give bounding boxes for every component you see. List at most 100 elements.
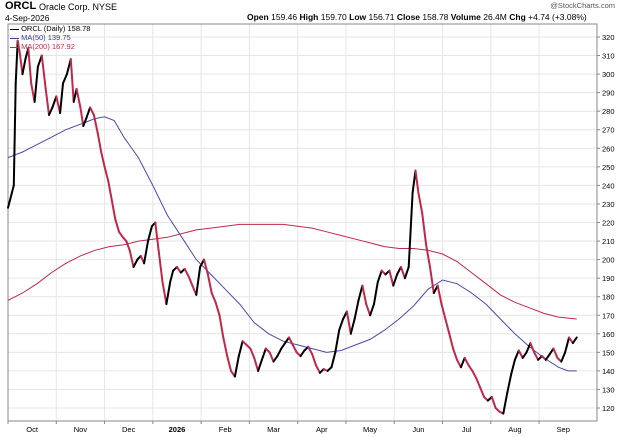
price-segment <box>299 349 306 358</box>
price-segment <box>280 342 287 350</box>
y-tick-label: 140 <box>602 367 615 376</box>
x-tick-label: May <box>363 425 377 434</box>
price-segment <box>33 65 39 103</box>
price-segment <box>128 249 135 268</box>
x-tick-label: 2026 <box>169 425 186 434</box>
price-segment <box>564 336 570 354</box>
price-segment <box>59 82 64 114</box>
price-segment <box>176 266 182 274</box>
legend-entry-price: ORCL (Daily) 158.78 <box>10 24 90 33</box>
stockcharts-watermark: @StockCharts.com <box>550 1 615 10</box>
price-segment <box>396 266 402 276</box>
y-tick-label: 120 <box>602 404 615 413</box>
legend-entry-ma50: MA(50) 139.75 <box>10 33 71 42</box>
legend-entry-ma200: MA(200) 167.92 <box>10 42 75 51</box>
price-segment <box>118 230 124 239</box>
x-tick-label: Aug <box>508 425 521 434</box>
y-tick-label: 230 <box>602 200 615 209</box>
high-label: High <box>299 12 319 22</box>
y-tick-label: 270 <box>602 126 615 135</box>
price-segment <box>132 258 139 268</box>
volume-value: 26.4M <box>483 12 507 22</box>
y-tick-label: 250 <box>602 163 615 172</box>
legend-label-price: ORCL (Daily) 158.78 <box>21 24 91 33</box>
price-segment <box>334 329 341 354</box>
price-segment <box>425 243 431 268</box>
ma50-series <box>7 116 577 372</box>
price-segment <box>571 336 578 345</box>
price-segment <box>44 87 50 116</box>
price-segment <box>79 106 85 127</box>
price-segment <box>183 267 190 278</box>
price-segment <box>529 342 536 354</box>
price-segment <box>448 332 455 350</box>
price-segment <box>521 351 528 359</box>
open-value: 159.46 <box>271 12 298 22</box>
price-segment <box>222 336 229 358</box>
price-segment <box>16 39 21 53</box>
price-segment <box>525 342 532 354</box>
price-segment <box>165 280 172 306</box>
price-segment <box>513 349 520 361</box>
price-segment <box>459 356 466 369</box>
y-tick-label: 260 <box>602 144 615 153</box>
price-segment <box>40 54 47 90</box>
price-segment <box>421 212 428 246</box>
company-name: Oracle Corp. <box>39 2 91 12</box>
price-segment <box>291 343 298 354</box>
price-segment <box>467 364 474 372</box>
y-tick-label: 210 <box>602 237 615 246</box>
price-segment <box>463 356 470 367</box>
y-tick-label: 180 <box>602 293 615 302</box>
low-label: Low <box>349 12 367 22</box>
chg-label: Chg <box>509 12 526 22</box>
y-tick-label: 200 <box>602 256 615 265</box>
y-tick-label: 220 <box>602 219 615 228</box>
price-segment <box>533 351 540 361</box>
price-segment <box>203 258 209 276</box>
price-segment <box>272 355 279 363</box>
y-tick-label: 320 <box>602 33 615 42</box>
price-segment <box>96 132 103 153</box>
x-tick-label: Oct <box>26 425 39 434</box>
price-segment <box>14 39 19 85</box>
chg-value: +4.74 (+3.08%) <box>528 12 587 22</box>
price-segment <box>260 347 267 361</box>
price-segment <box>357 284 364 302</box>
price-segment <box>100 151 106 168</box>
ma200-series <box>7 223 577 320</box>
price-segment <box>392 273 399 287</box>
price-segment <box>214 301 221 317</box>
x-tick-label: Feb <box>219 425 232 434</box>
price-segment <box>560 351 567 363</box>
price-segment <box>475 377 482 389</box>
price-segment <box>429 266 435 294</box>
price-segment <box>268 351 275 363</box>
price-segment <box>373 280 379 306</box>
price-segment <box>403 266 410 280</box>
x-tick-label: Dec <box>122 425 136 434</box>
x-tick-label: Jun <box>412 425 424 434</box>
y-tick-label: 170 <box>602 311 615 320</box>
price-segment <box>376 269 383 283</box>
price-segment <box>361 284 368 306</box>
price-segment <box>502 392 509 415</box>
y-axis: 120 130 140 150 160 170 180 190 200 210 220 230 240 2… <box>597 33 615 413</box>
price-segment <box>349 318 356 335</box>
price-segment <box>233 355 240 378</box>
price-segment <box>125 240 131 252</box>
price-segment <box>568 336 574 345</box>
price-segment <box>51 95 58 109</box>
price-segment <box>436 284 443 306</box>
price-segment <box>388 269 395 287</box>
x-tick-label: Nov <box>74 425 88 434</box>
y-tick-label: 190 <box>602 274 615 283</box>
price-segment <box>456 358 462 369</box>
price-segment <box>85 106 92 120</box>
legend-label-ma50: MA(50) 139.75 <box>21 33 71 42</box>
price-segment <box>27 47 33 85</box>
price-segment <box>82 117 88 127</box>
price-segment <box>471 369 478 380</box>
price-segment <box>315 364 321 374</box>
